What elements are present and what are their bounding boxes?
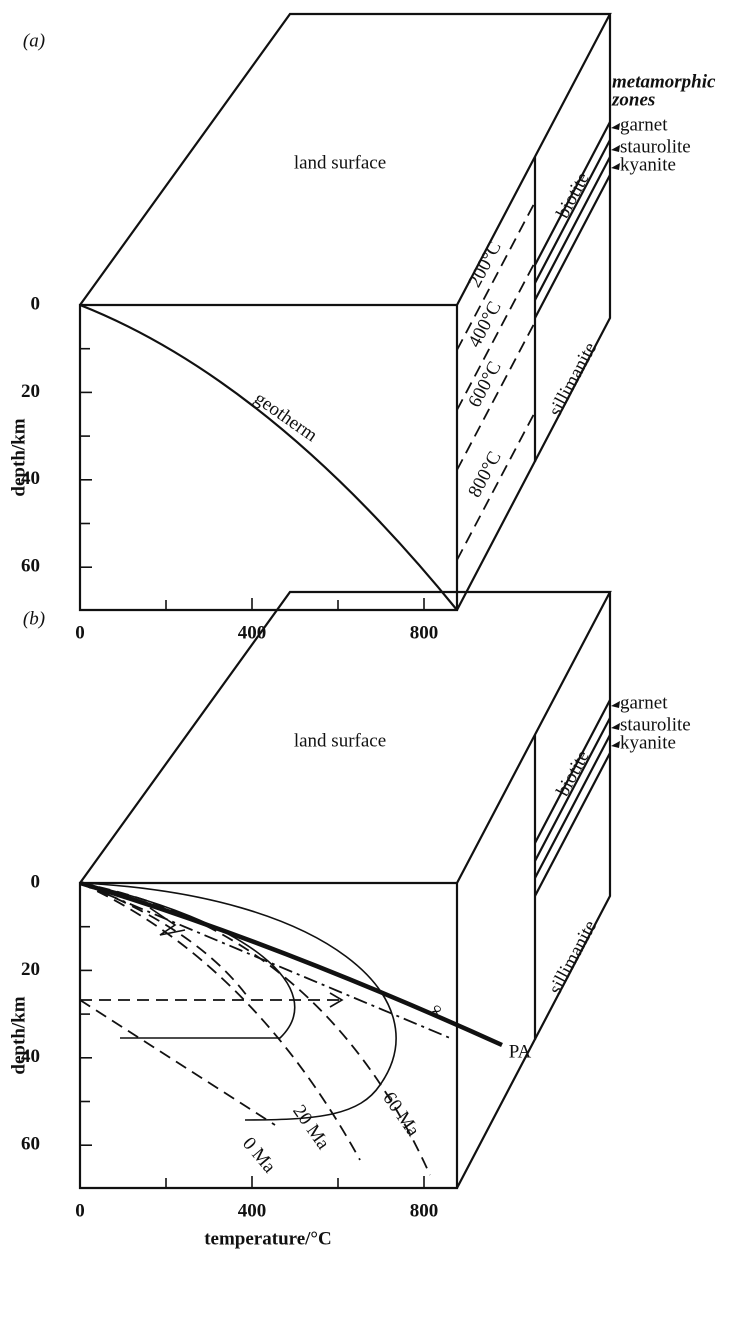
- zone-label: kyanite: [620, 732, 676, 753]
- geotherm-curve: [80, 305, 457, 610]
- top-label: land surface: [294, 152, 386, 173]
- zone-label: sillimanite: [545, 917, 601, 998]
- zone-label: biotite: [552, 747, 593, 800]
- zone-label: kyanite: [620, 154, 676, 175]
- panel-label: (a): [23, 30, 45, 51]
- zone-arrow: [611, 145, 620, 152]
- x-tick-label: 800: [410, 622, 439, 643]
- y-tick-label: 60: [21, 556, 40, 577]
- isotherm-label: 800°C: [464, 448, 505, 501]
- y-tick-label: 20: [21, 381, 40, 402]
- side-title: zones: [611, 89, 655, 110]
- curve-label: 0 Ma: [238, 1133, 280, 1177]
- zone-arrow: [611, 701, 620, 708]
- y-tick-label: 60: [21, 1134, 40, 1155]
- x-tick-label: 800: [410, 1200, 439, 1221]
- curve-label: PA: [509, 1041, 532, 1062]
- y-tick-label: 0: [31, 293, 41, 314]
- x-tick-label: 0: [75, 1200, 85, 1221]
- figure: (a) land surface biotite sillimanite garnet s…: [0, 0, 735, 1338]
- zone-label: sillimanite: [545, 339, 601, 420]
- y-axis-title: depth/km: [8, 996, 29, 1074]
- zone-label: garnet: [620, 114, 668, 135]
- x-tick-label: 400: [238, 622, 267, 643]
- zone-arrow: [611, 723, 620, 730]
- y-tick-label: 0: [31, 871, 41, 892]
- y-tick-label: 20: [21, 959, 40, 980]
- curve-label: 20 Ma: [288, 1101, 334, 1154]
- zone-label: biotite: [552, 169, 593, 222]
- zone-label: garnet: [620, 692, 668, 713]
- panel-b-curves: [80, 883, 502, 1175]
- isotherm-label: 200°C: [464, 238, 505, 291]
- zone-arrow: [611, 741, 620, 748]
- y-axis-title: depth/km: [8, 418, 29, 496]
- x-tick-label: 400: [238, 1200, 267, 1221]
- top-label: land surface: [294, 730, 386, 751]
- zone-arrow: [611, 163, 620, 170]
- block-outline: [80, 14, 610, 610]
- x-axis-title: temperature/°C: [204, 1228, 332, 1249]
- panel-label: (b): [23, 608, 45, 629]
- x-tick-label: 0: [75, 622, 85, 643]
- zone-arrow: [611, 123, 620, 130]
- curve-label: 60 Ma: [378, 1088, 424, 1141]
- curve-label: geotherm: [250, 388, 321, 446]
